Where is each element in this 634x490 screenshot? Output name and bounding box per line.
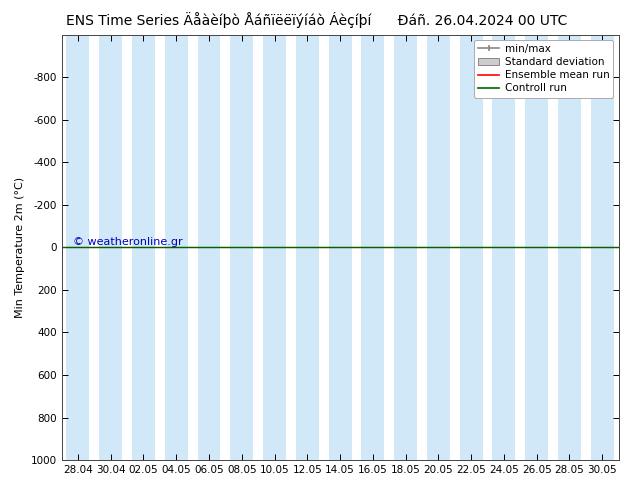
Bar — [165, 35, 188, 460]
Bar — [394, 35, 417, 460]
Text: ENS Time Series Äåàèíþò Åáñïëëïýíáò Áèçíþí      Ðáñ. 26.04.2024 00 UTC: ENS Time Series Äåàèíþò Åáñïëëïýíáò Áèçí… — [67, 12, 567, 28]
Bar — [591, 35, 614, 460]
Bar — [100, 35, 122, 460]
Legend: min/max, Standard deviation, Ensemble mean run, Controll run: min/max, Standard deviation, Ensemble me… — [474, 40, 614, 98]
Bar — [67, 35, 89, 460]
Bar — [132, 35, 155, 460]
Bar — [427, 35, 450, 460]
Y-axis label: Min Temperature 2m (°C): Min Temperature 2m (°C) — [15, 177, 25, 318]
Bar — [493, 35, 515, 460]
Bar — [263, 35, 286, 460]
Bar — [296, 35, 319, 460]
Bar — [198, 35, 221, 460]
Bar — [525, 35, 548, 460]
Bar — [328, 35, 352, 460]
Bar — [230, 35, 253, 460]
Text: © weatheronline.gr: © weatheronline.gr — [73, 237, 183, 247]
Bar — [558, 35, 581, 460]
Bar — [361, 35, 384, 460]
Bar — [460, 35, 482, 460]
